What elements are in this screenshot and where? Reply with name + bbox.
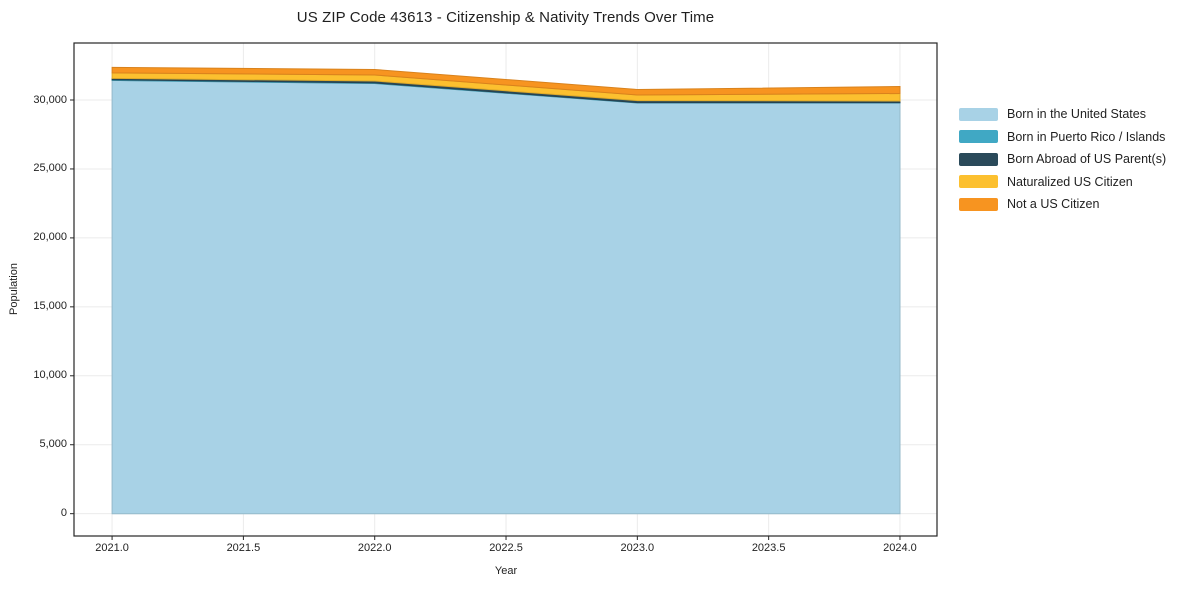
y-tick-label: 15,000 bbox=[33, 300, 67, 313]
x-tick-label: 2023.5 bbox=[751, 542, 786, 554]
legend-swatch bbox=[959, 152, 998, 166]
x-tick-label: 2021.5 bbox=[226, 542, 261, 554]
x-tick-label: 2024.0 bbox=[883, 542, 917, 554]
area-series bbox=[111, 79, 901, 515]
legend-label: Born Abroad of US Parent(s) bbox=[1007, 152, 1167, 166]
legend-item: Born in the United States bbox=[959, 107, 1166, 121]
legend-swatch bbox=[959, 197, 998, 211]
legend-label: Born in Puerto Rico / Islands bbox=[1007, 129, 1166, 144]
legend: Born in the United States Born in Puerto … bbox=[959, 107, 1166, 211]
y-tick-label: 10,000 bbox=[33, 369, 67, 382]
y-tick-label: 0 bbox=[60, 507, 67, 520]
legend-swatch bbox=[959, 175, 998, 188]
y-tick-label: 30,000 bbox=[33, 93, 67, 106]
area-series bbox=[111, 66, 901, 96]
legend-item: Naturalized US Citizen bbox=[959, 175, 1166, 189]
x-tick-label: 2023.0 bbox=[620, 542, 655, 554]
y-tick-label: 5,000 bbox=[39, 438, 67, 451]
legend-item: Born in Puerto Rico / Islands bbox=[959, 130, 1166, 144]
legend-swatch bbox=[959, 107, 998, 121]
y-tick-label: 20,000 bbox=[33, 231, 67, 244]
y-tick-label: 25,000 bbox=[33, 162, 67, 175]
legend-swatch bbox=[959, 130, 998, 143]
legend-label: Naturalized US Citizen bbox=[1007, 174, 1133, 189]
plot-border bbox=[73, 42, 938, 537]
x-axis-label: Year bbox=[494, 565, 518, 577]
legend-item: Not a US Citizen bbox=[959, 197, 1166, 211]
legend-item: Born Abroad of US Parent(s) bbox=[959, 152, 1166, 166]
legend-label: Born in the United States bbox=[1007, 107, 1146, 121]
chart-title: US ZIP Code 43613 - Citizenship & Nativi… bbox=[296, 9, 715, 26]
x-tick-label: 2022.0 bbox=[357, 542, 392, 554]
x-tick-label: 2021.0 bbox=[95, 542, 129, 554]
x-tick-label: 2022.5 bbox=[489, 542, 523, 554]
legend-label: Not a US Citizen bbox=[1007, 197, 1100, 211]
